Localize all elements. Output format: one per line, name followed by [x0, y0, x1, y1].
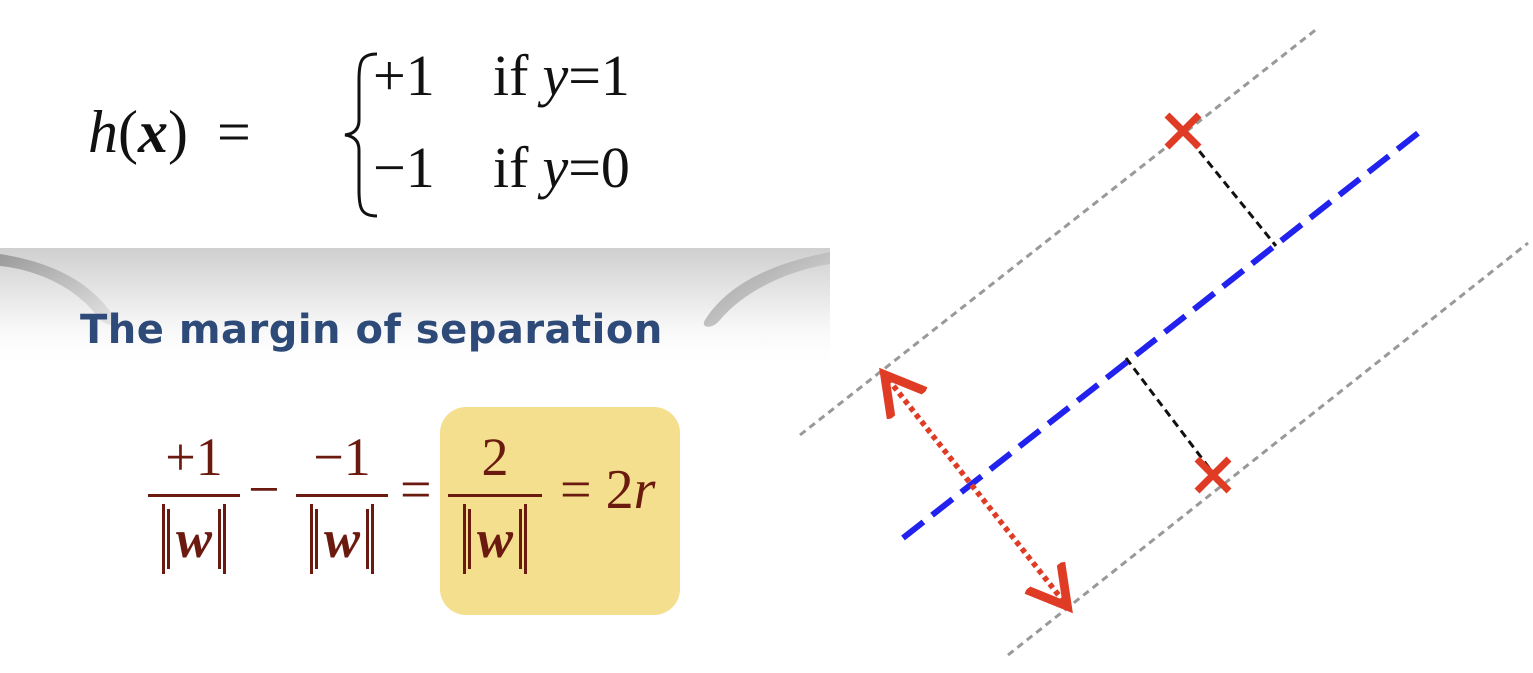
result-equals: = — [560, 459, 592, 521]
distance-line-upper — [1181, 130, 1278, 247]
fraction-two-denominator: w — [448, 497, 542, 581]
norm-w: w — [161, 504, 227, 574]
fraction-bar — [448, 494, 542, 497]
case-negative-equals: = — [568, 135, 601, 200]
fraction-two: 2 w — [448, 424, 542, 581]
hypothesis-lhs: h(x) = — [88, 98, 251, 167]
banner-title: The margin of separation — [80, 307, 663, 353]
case-positive-value: +1 — [373, 43, 435, 108]
w-vector-symbol: w — [467, 509, 523, 569]
result-coefficient: 2 — [605, 459, 634, 521]
x-vector-symbol: x — [137, 99, 168, 165]
lower-margin-line — [1007, 241, 1529, 657]
lhs-equals: = — [216, 99, 251, 165]
left-brace-icon — [344, 52, 378, 218]
h-symbol: h — [88, 99, 118, 165]
x-cross-icon — [1164, 112, 1202, 150]
case-positive: +1 if y=1 — [373, 42, 630, 109]
section-banner — [0, 248, 830, 370]
result-r: r — [633, 459, 656, 521]
distance-line-lower — [1124, 357, 1215, 474]
fraction-bar — [296, 494, 388, 497]
paren-open: ( — [118, 99, 138, 165]
fraction-minus-one-numerator: −1 — [313, 427, 371, 487]
fraction-plus-one-numerator: +1 — [165, 427, 223, 487]
case-positive-num: 1 — [600, 43, 630, 108]
case-negative-num: 0 — [600, 135, 630, 200]
w-vector-symbol: w — [314, 509, 370, 569]
separating-hyperplane — [901, 127, 1424, 541]
norm-w: w — [309, 504, 375, 574]
upper-margin-line — [799, 26, 1319, 437]
case-positive-var: y — [542, 43, 569, 108]
case-negative-value: −1 — [373, 135, 435, 200]
result-highlight-box — [440, 407, 680, 615]
paren-close: ) — [167, 99, 188, 165]
case-negative-if: if — [493, 135, 529, 200]
case-positive-equals: = — [568, 43, 601, 108]
case-negative-var: y — [542, 135, 569, 200]
fraction-plus-one: +1 w — [148, 424, 240, 581]
hypothesis-formula: h(x) = +1 if y=1 −1 if y=0 — [88, 40, 648, 220]
x-cross-icon — [1194, 456, 1232, 494]
case-negative: −1 if y=0 — [373, 134, 630, 201]
w-vector-symbol: w — [166, 509, 222, 569]
fraction-minus-one: −1 w — [296, 424, 388, 581]
case-positive-if: if — [493, 43, 529, 108]
norm-w: w — [462, 504, 528, 574]
minus-operator: − — [248, 459, 280, 521]
margin-equation: +1 w − −1 w = 2 w = 2r — [140, 400, 700, 630]
result-2r: = 2r — [560, 458, 655, 522]
fraction-two-numerator: 2 — [481, 427, 509, 487]
fraction-plus-one-denominator: w — [148, 497, 240, 581]
equals-operator: = — [400, 459, 432, 521]
fraction-minus-one-denominator: w — [296, 497, 388, 581]
fraction-bar — [148, 494, 240, 497]
double-headed-arrow-icon — [888, 379, 1064, 602]
